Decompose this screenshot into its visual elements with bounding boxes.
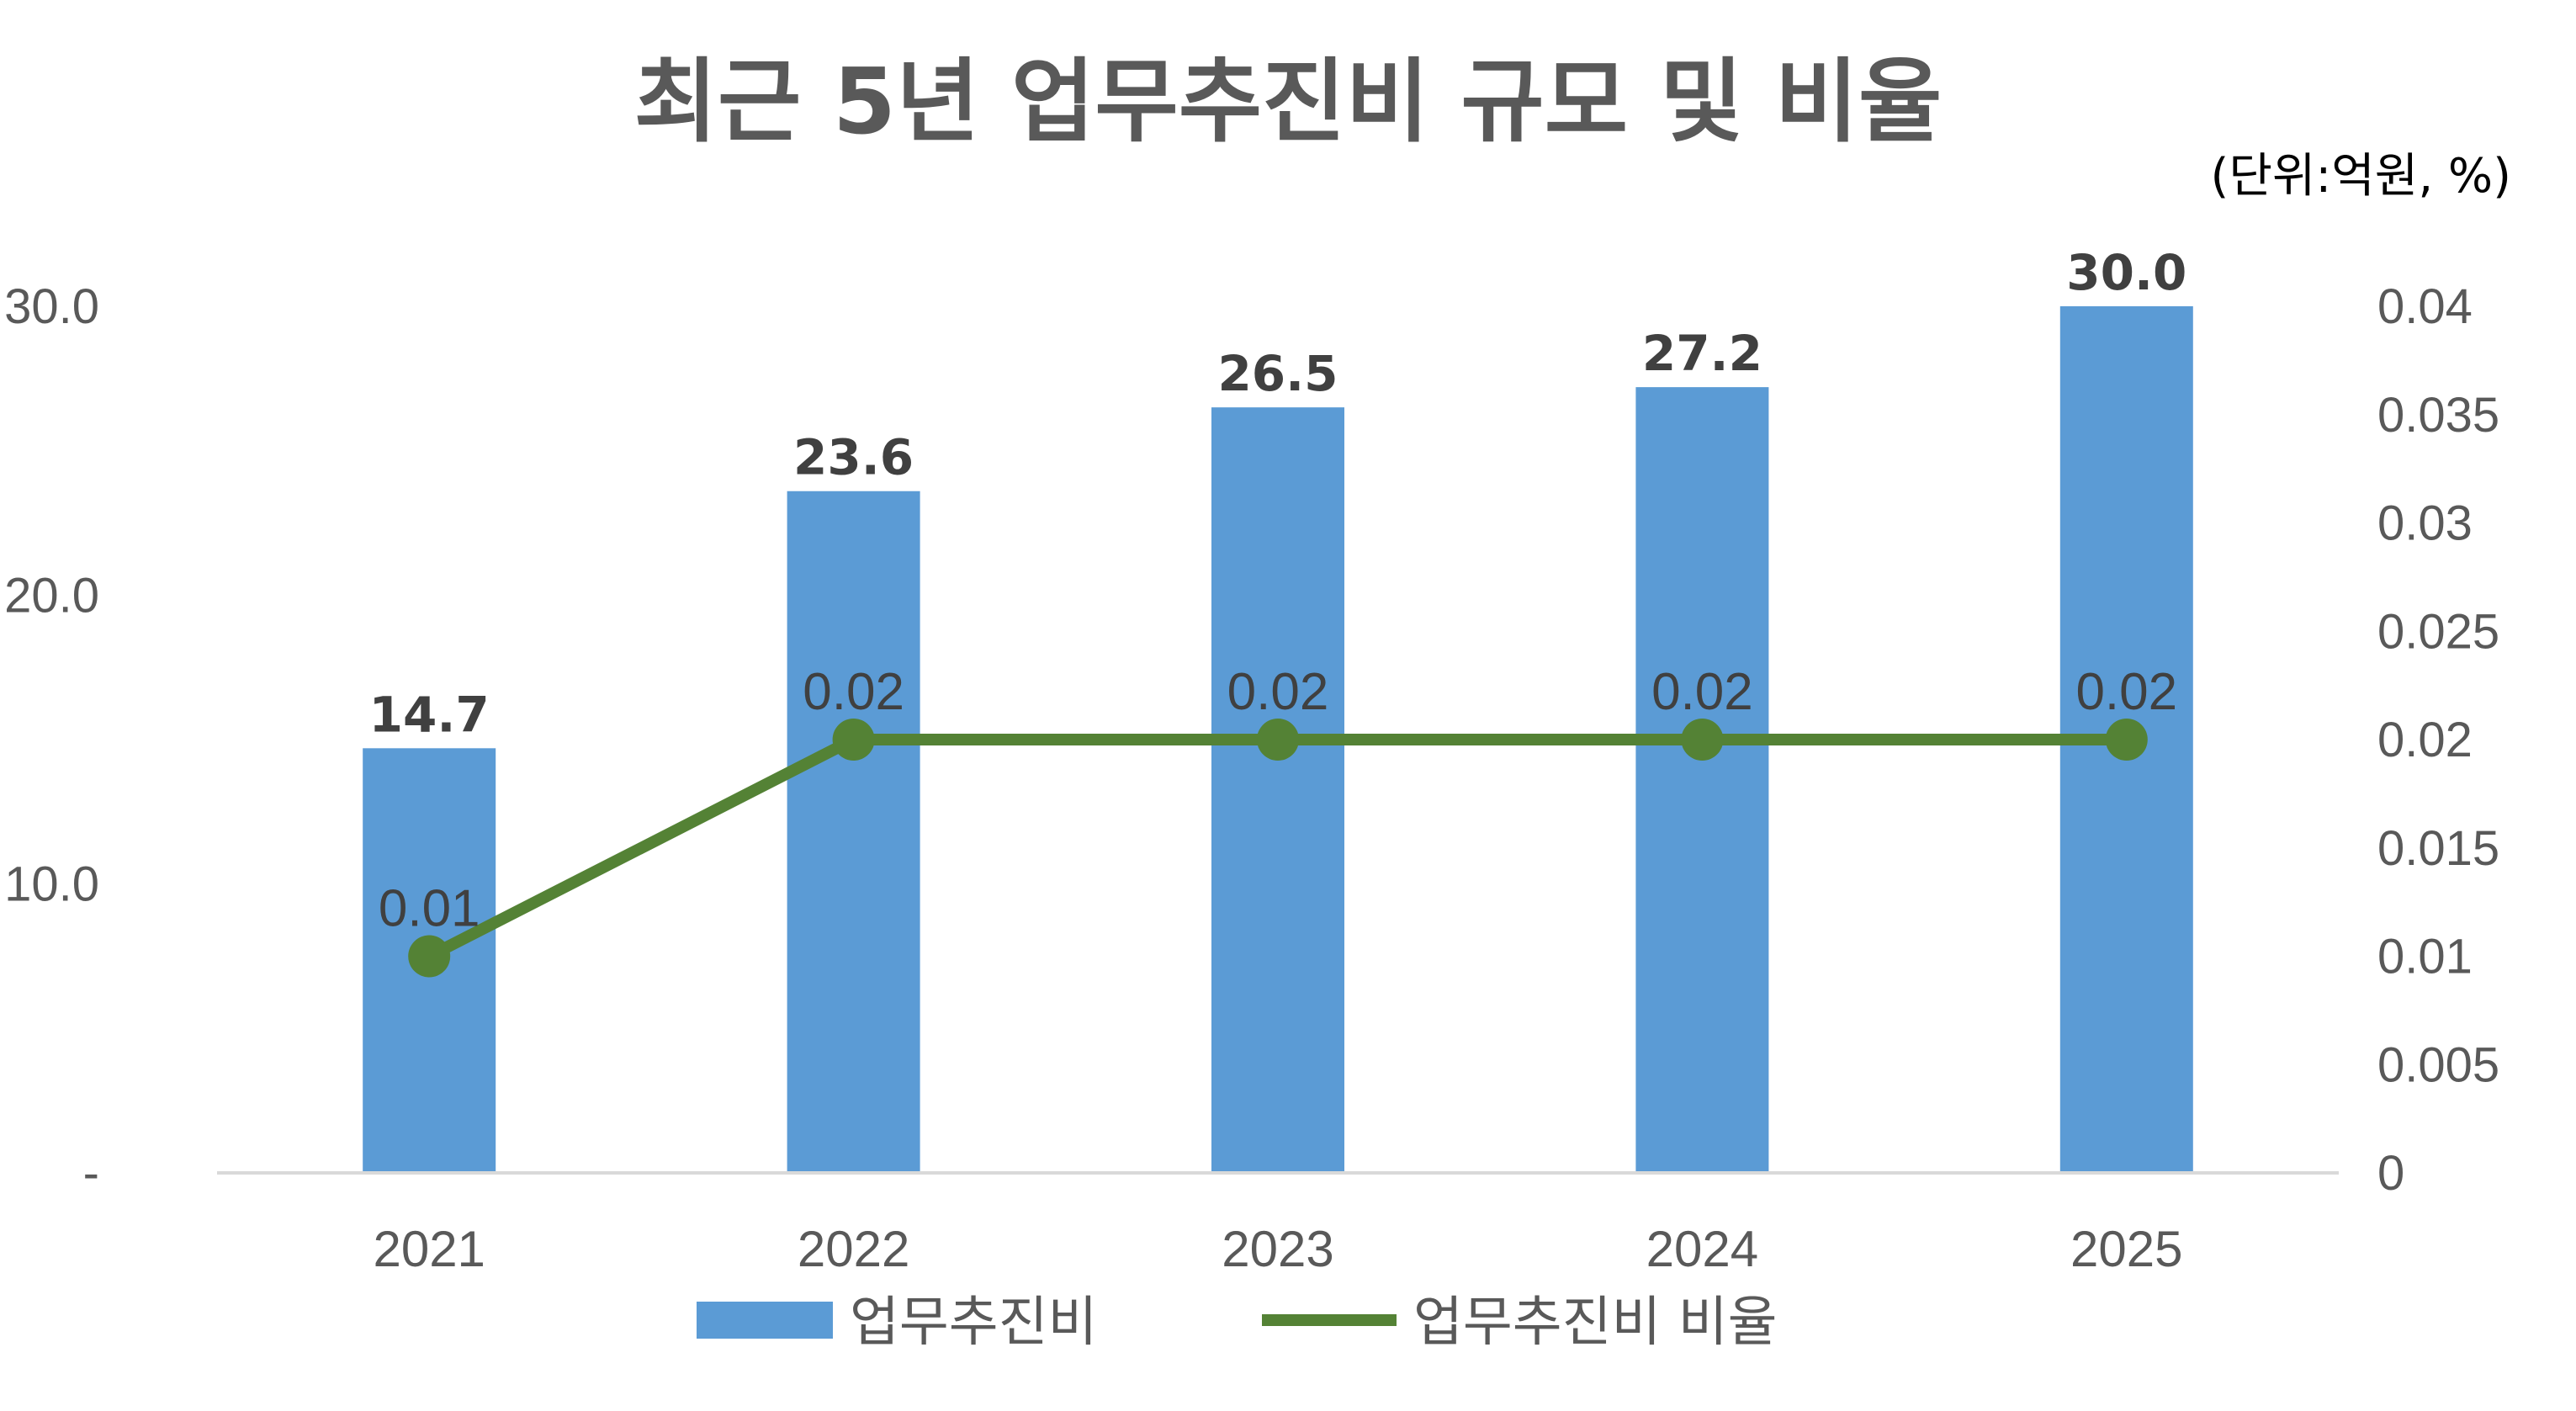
y-right-tick: 0.005 xyxy=(2377,1037,2499,1092)
ratio-label-2022: 0.02 xyxy=(803,663,904,721)
axes-layer: - 10.0 20.0 30.0 0 0.005 0.01 0.015 0.02 0.025 0.0… xyxy=(4,279,2499,1277)
bar-label-2025: 30.0 xyxy=(2066,244,2186,301)
legend-label-line: 업무추진비 비율 xyxy=(1413,1292,1778,1354)
y-right-tick: 0.02 xyxy=(2377,713,2473,767)
ratio-label-2025: 0.02 xyxy=(2075,663,2177,721)
y-left-tick: - xyxy=(83,1146,99,1201)
ratio-label-2021: 0.01 xyxy=(379,880,480,938)
unit-note: (단위:억원, %) xyxy=(2211,149,2511,204)
bar-label-2023: 26.5 xyxy=(1217,345,1338,402)
y-right-tick: 0.04 xyxy=(2377,279,2473,334)
y-right-tick: 0.03 xyxy=(2377,496,2473,551)
ratio-point-2022 xyxy=(832,719,875,761)
y-left-tick: 20.0 xyxy=(4,568,99,623)
x-tick-2024: 2024 xyxy=(1646,1221,1758,1277)
ratio-point-2024 xyxy=(1681,719,1724,761)
ratio-point-2023 xyxy=(1257,719,1299,761)
legend-label-bar: 업무추진비 xyxy=(850,1292,1097,1354)
labels-layer: 14.7 23.6 26.5 27.2 30.0 0.01 0.02 0.02 0.02 0.02 xyxy=(369,244,2187,938)
bar-2022 xyxy=(787,491,920,1173)
ratio-point-2021 xyxy=(408,935,451,978)
bar-2023 xyxy=(1211,407,1344,1174)
y-right-tick: 0.035 xyxy=(2377,388,2499,443)
y-right-tick: 0.015 xyxy=(2377,821,2499,876)
y-left-tick: 30.0 xyxy=(4,279,99,334)
x-tick-2021: 2021 xyxy=(373,1221,485,1277)
y-right-tick: 0.01 xyxy=(2377,930,2473,984)
y-right-tick: 0 xyxy=(2377,1146,2404,1201)
legend: 업무추진비 업무추진비 비율 xyxy=(697,1292,1778,1354)
x-tick-2022: 2022 xyxy=(798,1221,909,1277)
y-left-tick: 10.0 xyxy=(4,857,99,912)
bar-label-2021: 14.7 xyxy=(369,686,490,743)
line-layer xyxy=(408,719,2148,978)
bar-label-2024: 27.2 xyxy=(1642,325,1762,382)
bar-2024 xyxy=(1635,387,1769,1174)
chart-title: 최근 5년 업무추진비 규모 및 비율 xyxy=(634,50,1943,155)
x-tick-2025: 2025 xyxy=(2070,1221,2182,1277)
x-tick-2023: 2023 xyxy=(1222,1221,1333,1277)
bar-label-2022: 23.6 xyxy=(793,429,914,486)
ratio-point-2025 xyxy=(2105,719,2148,761)
ratio-label-2023: 0.02 xyxy=(1227,663,1329,721)
legend-swatch-bar xyxy=(697,1302,833,1339)
ratio-label-2024: 0.02 xyxy=(1651,663,1753,721)
y-right-tick: 0.025 xyxy=(2377,604,2499,659)
